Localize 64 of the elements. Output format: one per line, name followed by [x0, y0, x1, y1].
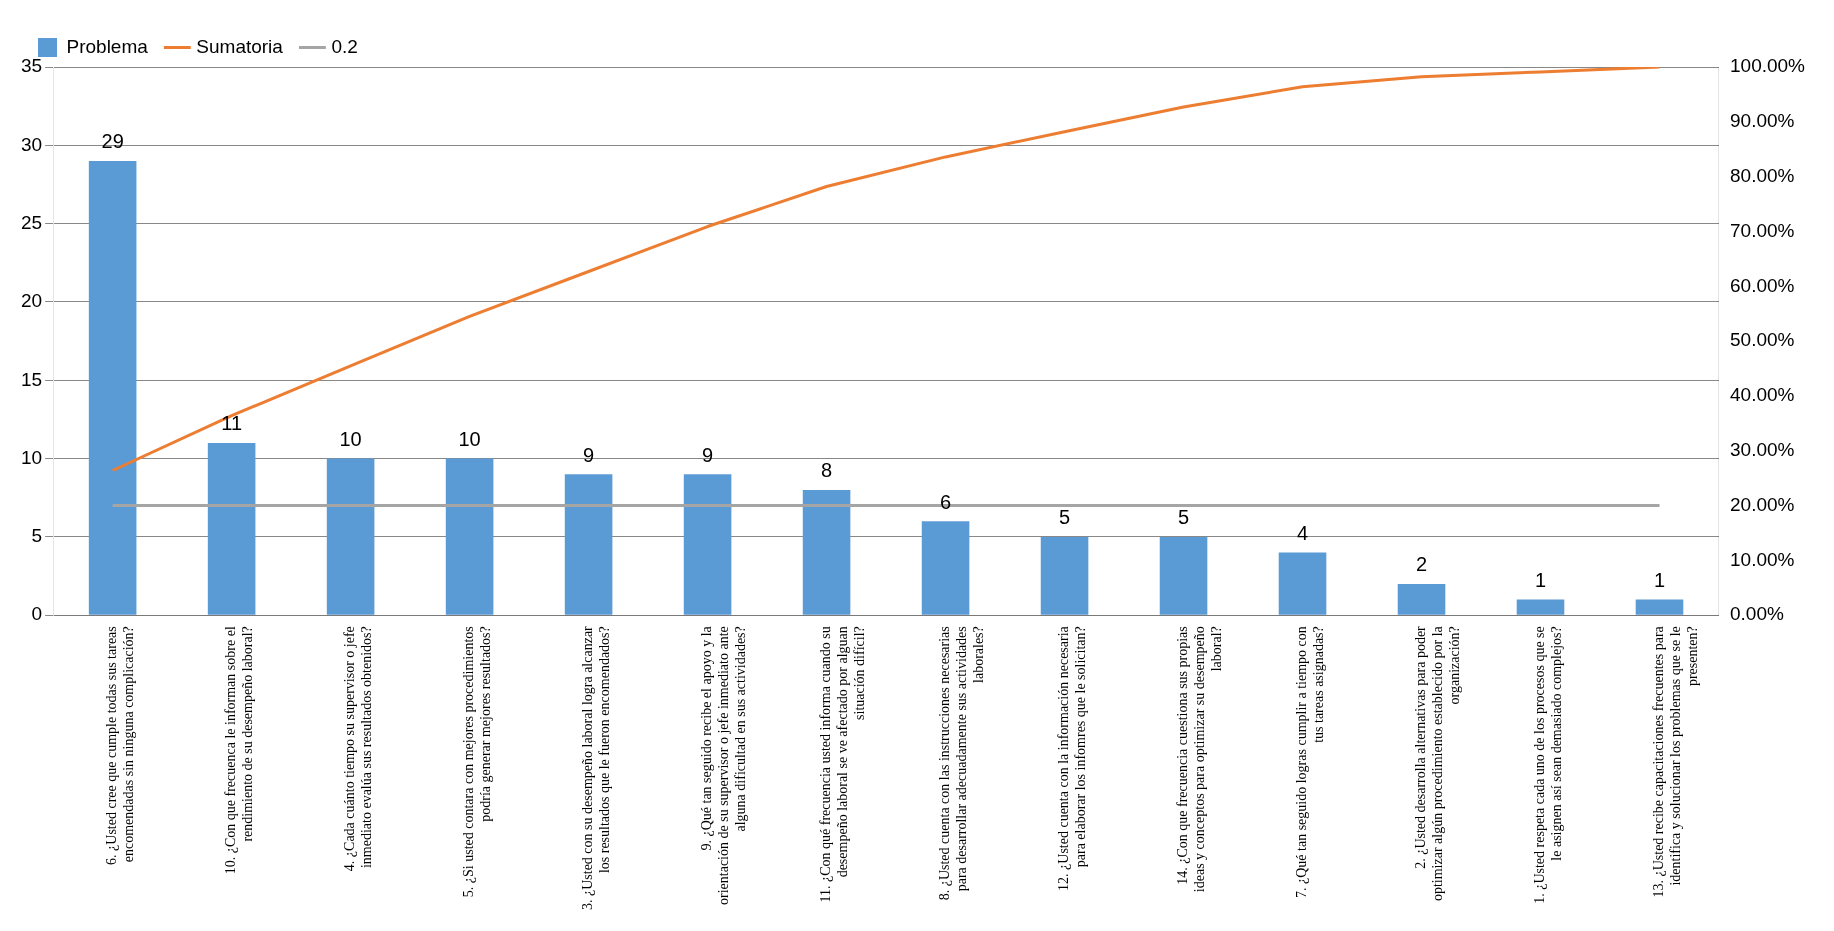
x-tick-label: 13. ¿Usted recibe capacitaciones frecuentes para identifica y solucionar los problemas que se le presenten? — [1651, 625, 1700, 898]
y-tick-label: 15 — [20, 368, 43, 390]
bar — [445, 458, 494, 615]
data-label: 9 — [702, 443, 714, 466]
bar — [802, 489, 851, 615]
data-label: 10 — [458, 428, 481, 451]
y-tick-label: 30 — [20, 133, 43, 155]
x-tick-label: 7. ¿Qué tan seguido logras cumplir a tiempo con tus tareas asignadas? — [1294, 626, 1326, 898]
bar — [88, 160, 137, 615]
bar — [683, 474, 732, 615]
y2-tick-label: 0.00% — [1729, 603, 1784, 625]
x-tick-label: 2. ¿Usted desarrolla alternativas para poder optimizar algún procedimiento establecido por la organización? — [1413, 625, 1462, 902]
bar — [921, 521, 970, 615]
legend-label: Problema — [66, 35, 149, 57]
bar — [207, 442, 256, 615]
x-tick-label: 14. ¿Con que frecuencia cuestiona sus propias ideas y conceptos para optimizar su desempeño laboral? — [1175, 626, 1224, 893]
data-label: 1 — [1653, 569, 1666, 592]
legend-label: Sumatoria — [196, 35, 284, 57]
y2-tick-label: 100.00% — [1729, 55, 1806, 77]
bar — [1159, 536, 1208, 615]
data-label: 29 — [101, 130, 124, 153]
x-tick-label: 10. ¿Con que frecuenca le informan sobre el rendimiento de su desempeño laboral? — [223, 626, 256, 875]
bar — [1278, 552, 1327, 615]
x-tick-label: 6. ¿Usted cree que cumple todas sus tareas encomendadas sin ninguna complicación? — [104, 626, 137, 865]
data-label: 8 — [821, 459, 833, 482]
y2-tick-label: 40.00% — [1729, 384, 1795, 406]
x-tick-label: 4. ¿Cada cuánto tiempo su supervisor o jefe inmediato evalúa sus resultados obtenidos? — [342, 626, 375, 872]
bar — [1040, 536, 1089, 615]
y-tick-label: 25 — [20, 211, 43, 233]
y2-tick-label: 50.00% — [1729, 329, 1795, 351]
bar — [1516, 599, 1565, 615]
x-tick-label: 3. ¿Usted con su desempeño laboral logra alcanzar los resultados que le fueron encomendados? — [580, 625, 613, 911]
y-tick-label: 5 — [31, 525, 43, 547]
y2-tick-label: 70.00% — [1729, 219, 1795, 241]
y2-tick-label: 80.00% — [1729, 164, 1795, 186]
y2-tick-label: 60.00% — [1729, 274, 1795, 296]
data-label: 5 — [1177, 506, 1190, 529]
y2-tick-label: 90.00% — [1729, 110, 1795, 132]
data-label: 10 — [339, 428, 362, 451]
x-tick-label: 12. ¿Usted cuenta con la información necesaria para elaborar los infomres que le solicitan? — [1056, 625, 1089, 891]
y-tick-label: 10 — [20, 446, 43, 468]
y2-tick-label: 30.00% — [1729, 438, 1795, 460]
bar — [1635, 599, 1684, 615]
x-tick-label: 9. ¿Qué tan seguido recibe el apoyo y la orientación de su supervisor o jefe inmediato ante alguna dificultad en sus actividades? — [699, 625, 748, 905]
y2-tick-label: 20.00% — [1729, 493, 1795, 515]
y2-tick-label: 10.00% — [1729, 548, 1795, 570]
bar — [1397, 583, 1446, 615]
data-label: 1 — [1534, 569, 1547, 592]
data-label: 2 — [1415, 553, 1428, 576]
y-tick-label: 35 — [20, 55, 43, 77]
x-tick-label: 8. ¿Usted cuenta con las instrucciones necesarias para desarrollar adecuadamente sus actividades laborales? — [937, 626, 986, 901]
legend-label: 0.2 — [331, 35, 358, 57]
x-tick-label: 11. ¿Con qué frecuencia usted informa cuando su desempeño laboral se ve afectado por alguan situación difícil? — [818, 626, 867, 903]
data-label: 5 — [1058, 506, 1071, 529]
data-label: 11 — [221, 412, 242, 435]
data-label: 6 — [940, 490, 952, 513]
x-tick-label: 1. ¿Usted respeta cada uno de los procesos que se le asignen así sean demasiado complejos? — [1532, 626, 1564, 904]
y-tick-label: 0 — [31, 603, 43, 625]
bar — [564, 474, 613, 615]
y-tick-label: 20 — [20, 290, 43, 312]
data-label: 4 — [1296, 522, 1309, 545]
x-tick-label: 5. ¿Si usted contara con mejores procedimientos podría generar mejores resultados? — [461, 626, 494, 898]
data-label: 9 — [583, 443, 595, 466]
bar — [326, 458, 375, 615]
